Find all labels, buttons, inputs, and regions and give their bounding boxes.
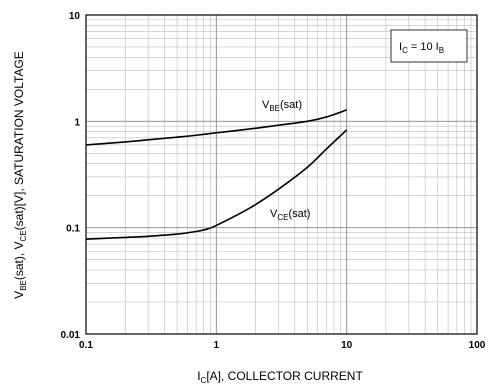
y-tick-label: 0.1 [66,224,80,235]
y-axis-label-v1: V [12,291,26,299]
y-tick-label: 1 [74,117,80,128]
series-label-vce-main: V [270,208,278,220]
series-label-vce-tail: (sat) [288,208,310,220]
series-label-vbe-sub: BE [269,104,280,113]
series-label-vbe-sat: VBE(sat) [262,99,302,113]
series-label-vce-sat: VCE(sat) [270,208,310,222]
x-axis-label-rest: [A], COLLECTOR CURRENT [206,369,363,383]
vce-sat-curve [85,129,348,240]
x-tick-label: 1 [214,340,220,351]
condition-annotation: IC = 10 IB [399,41,444,55]
y-axis-label-tail: (sat)[V], SATURATION VOLTAGE [12,51,26,230]
x-axis-label: IC[A], COLLECTOR CURRENT [197,369,363,385]
annotation-box [390,29,468,63]
x-axis-label-i: I [197,369,200,383]
x-tick-labels: 0.1 1 10 100 [79,340,486,351]
y-tick-labels: 0.01 0.1 1 10 [61,11,81,341]
y-axis-label-sub-be: BE [19,280,28,291]
x-axis-label-sub: C [201,376,207,385]
y-axis-label-sub-ce: CE [19,230,28,241]
y-tick-label: 10 [69,11,81,22]
vbe-sat-curve [85,109,347,146]
series-lines [85,109,348,240]
x-tick-label: 0.1 [79,340,93,351]
series-label-vce-sub: CE [277,213,288,222]
annotation-sub-b: B [439,46,444,55]
series-label-vbe-main: V [262,99,270,111]
y-axis-label: VBE(sat), VCE(sat)[V], SATURATION VOLTAG… [12,51,28,299]
major-grid [85,15,477,335]
annotation-i: I [399,41,402,53]
annotation-sub-c: C [402,46,408,55]
x-tick-label: 100 [469,340,486,351]
series-label-vbe-tail: (sat) [280,99,302,111]
y-axis-label-mid: (sat), V [12,241,26,280]
plot-frame [85,14,478,335]
annotation-eq: = 10 I [408,41,439,53]
y-tick-label: 0.01 [61,330,81,341]
x-tick-label: 10 [341,340,353,351]
minor-grid [86,15,477,334]
